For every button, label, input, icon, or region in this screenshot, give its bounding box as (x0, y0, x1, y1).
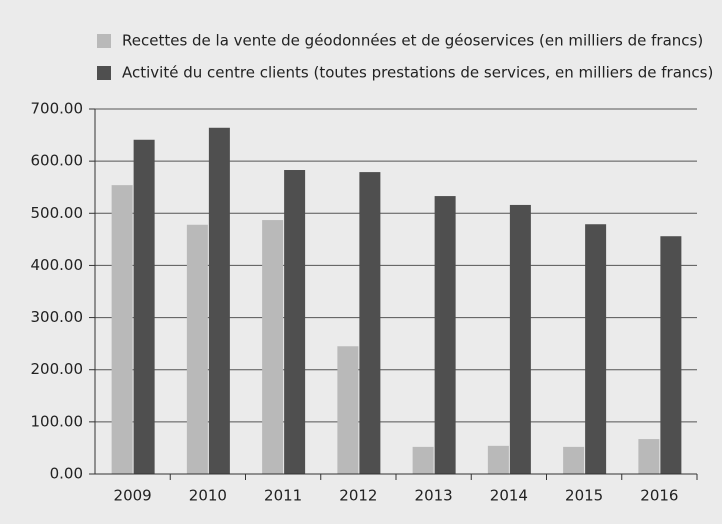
bar (284, 170, 306, 474)
legend-label: Recettes de la vente de géodonnées et de… (122, 32, 703, 50)
x-tick-label: 2013 (415, 487, 453, 505)
y-tick-label: 200.00 (31, 360, 84, 378)
bar (434, 196, 456, 475)
y-tick-label: 600.00 (31, 152, 84, 170)
bar (638, 439, 660, 474)
bar (509, 204, 531, 474)
legend-swatch (97, 34, 111, 48)
bar (337, 346, 359, 474)
bar (208, 127, 230, 475)
bar (487, 445, 509, 474)
bar (186, 224, 208, 474)
y-tick-label: 300.00 (31, 308, 84, 326)
bar (563, 446, 585, 474)
legend-swatch (97, 66, 111, 80)
y-tick-label: 0.00 (50, 465, 83, 483)
bar (262, 220, 284, 474)
x-tick-label: 2016 (640, 487, 678, 505)
legend-label: Activité du centre clients (toutes prest… (122, 64, 713, 82)
x-tick-label: 2015 (565, 487, 603, 505)
x-tick-label: 2012 (339, 487, 377, 505)
y-tick-label: 100.00 (31, 412, 84, 430)
bar (660, 236, 682, 474)
bar (111, 185, 133, 474)
y-tick-label: 700.00 (31, 100, 84, 118)
x-tick-label: 2011 (264, 487, 302, 505)
y-tick-label: 400.00 (31, 256, 84, 274)
bar (133, 139, 155, 474)
y-tick-label: 500.00 (31, 204, 84, 222)
bar (412, 446, 434, 474)
bar (359, 172, 381, 475)
x-tick-label: 2010 (189, 487, 227, 505)
bar (585, 224, 607, 474)
x-tick-label: 2009 (114, 487, 152, 505)
x-tick-label: 2014 (490, 487, 528, 505)
